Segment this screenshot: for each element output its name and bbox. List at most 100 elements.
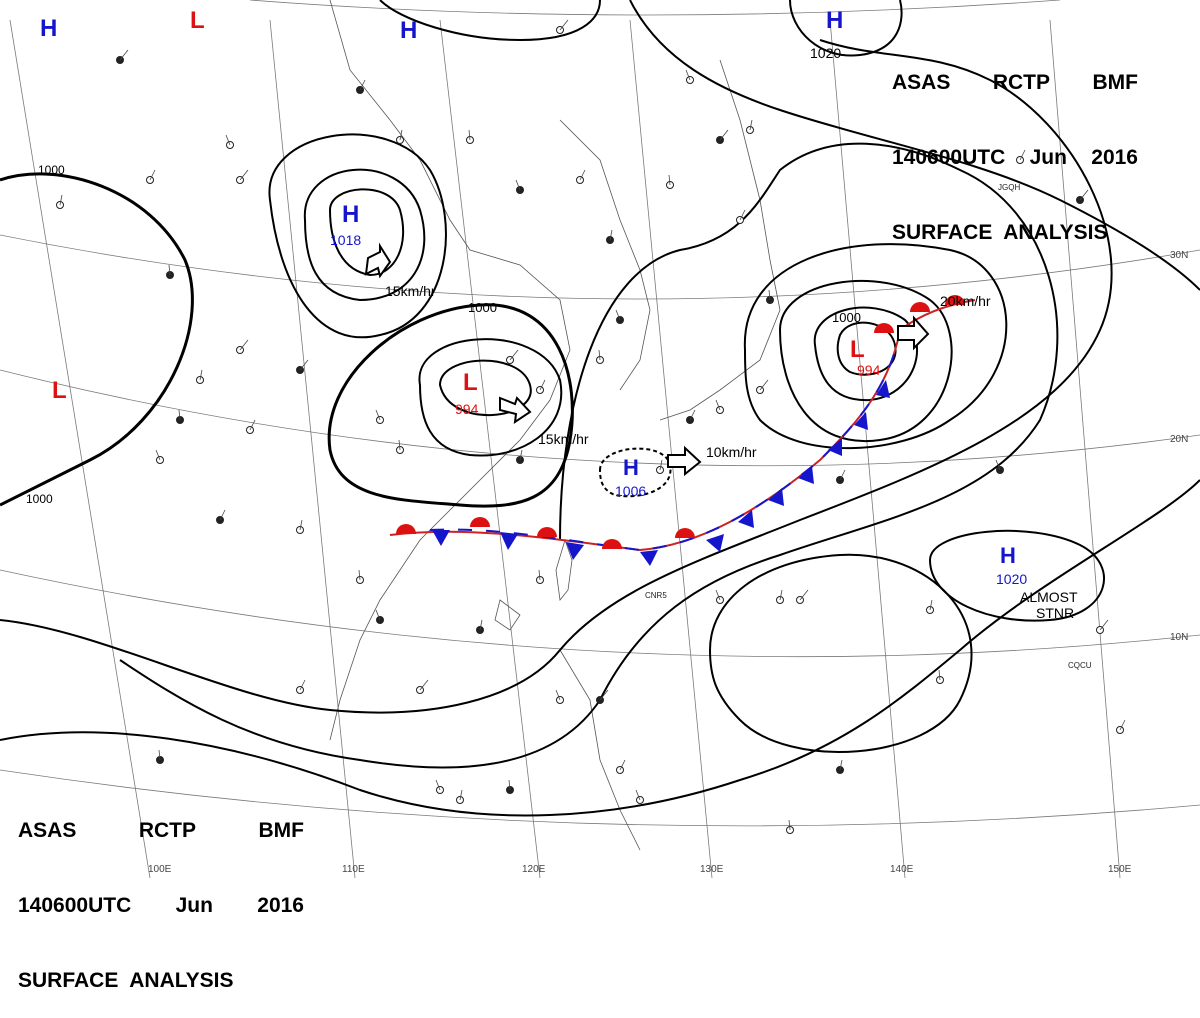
wind-barb xyxy=(768,289,771,301)
map-background xyxy=(0,0,1200,878)
wind-barb xyxy=(158,749,161,761)
isobar-label-1: 1000 xyxy=(468,300,497,315)
wind-barb xyxy=(839,469,846,481)
wind-barb xyxy=(668,174,671,186)
header-top-code: BMF xyxy=(1092,71,1139,94)
isobar-high-1018 xyxy=(328,188,405,277)
wind-barb xyxy=(1019,149,1026,161)
wind-barb xyxy=(119,49,129,61)
parallel-10n xyxy=(0,569,1200,658)
wind-barb xyxy=(359,79,366,91)
wind-barb xyxy=(199,369,203,381)
wind-barb xyxy=(459,789,463,801)
motion-label-5: STNR xyxy=(1036,605,1074,621)
wind-barb xyxy=(149,169,156,181)
wind-barb xyxy=(659,459,663,471)
wind-barb xyxy=(598,349,601,361)
pressure-centers: H L H H 1020 H 1018 L 994 H 1006 L 994 L… xyxy=(40,7,1027,587)
lon-label-120e: 120E xyxy=(522,864,546,875)
station-code-2: CNR5 xyxy=(645,591,667,600)
header-top-month: Jun xyxy=(1029,146,1067,169)
arrow-low-994-east xyxy=(897,315,930,351)
wind-barb xyxy=(519,449,523,461)
high-center-6-value: 1006 xyxy=(615,483,646,499)
motion-label-4: ALMOST xyxy=(1020,589,1078,605)
motion-label-2: 10km/hr xyxy=(706,444,757,460)
isobar-label-2: 1000 xyxy=(26,492,53,506)
isobar-high-1010 xyxy=(268,133,447,339)
station-plots xyxy=(56,19,1126,834)
lat-label-30n: 30N xyxy=(1170,250,1188,261)
isobar-high-1014 xyxy=(303,168,426,302)
isobar-label-3: 1000 xyxy=(832,310,861,325)
wind-barb xyxy=(515,179,521,191)
wind-barb xyxy=(715,399,721,411)
header-bottom: ASAS RCTP BMF 140600UTC Jun 2016 SURFACE… xyxy=(18,768,304,1018)
high-center-3: H xyxy=(826,7,843,34)
station-code-0: JGQH xyxy=(998,183,1020,192)
weather-map: H L H H 1020 H 1018 L 994 H 1006 L 994 L… xyxy=(0,0,1200,878)
isobar-low-998 xyxy=(418,338,563,457)
lon-label-150e: 150E xyxy=(1108,864,1132,875)
isobar-1006-high xyxy=(598,447,672,498)
header-top: ASAS RCTP BMF 140600UTC Jun 2016 SURFACE… xyxy=(892,20,1138,270)
arrow-high-1018 xyxy=(364,242,392,279)
low-center-7: L xyxy=(850,336,865,363)
wind-barb xyxy=(555,689,561,701)
wind-barb xyxy=(689,409,696,421)
motion-label-1: 15km/hr xyxy=(538,431,589,447)
isobar-1000-sea xyxy=(327,303,574,508)
meridian-120e xyxy=(439,19,541,878)
wind-barb xyxy=(995,459,1001,471)
meridian-140e xyxy=(829,19,906,878)
coastline-korea xyxy=(559,119,651,391)
lon-label-100e: 100E xyxy=(148,864,172,875)
isobar-low-994-inner xyxy=(438,359,532,416)
wind-barb xyxy=(375,609,381,621)
wind-barb xyxy=(539,379,546,391)
header-bottom-station: RCTP xyxy=(138,819,197,842)
low-center-5: L xyxy=(463,369,478,396)
wind-barb xyxy=(1099,619,1109,631)
wind-barb xyxy=(299,519,303,531)
header-top-title: SURFACE ANALYSIS xyxy=(892,221,1108,244)
cold-front-triangles xyxy=(432,380,890,566)
wind-barb xyxy=(559,19,569,31)
wind-barb xyxy=(509,349,519,361)
wind-barb xyxy=(59,194,63,206)
wind-barb xyxy=(715,589,721,601)
coastline-japan xyxy=(659,59,781,421)
wind-barb xyxy=(399,129,403,141)
meridian-110e xyxy=(269,19,356,878)
isobar-low-east-1000 xyxy=(813,306,919,402)
wind-barb xyxy=(178,409,181,421)
header-bottom-year: 2016 xyxy=(257,894,304,917)
meridian-130e xyxy=(629,19,713,878)
station-codes: JGQH CQCU CNR5 xyxy=(645,183,1092,670)
coastline-taiwan xyxy=(555,538,573,601)
wind-barb xyxy=(508,779,511,791)
wind-barb xyxy=(635,789,641,801)
wind-barb xyxy=(249,419,256,431)
isobar-label-0: 1000 xyxy=(38,163,65,177)
coastline-philippines xyxy=(559,649,641,851)
isobars xyxy=(0,0,1200,817)
high-center-2: H xyxy=(400,17,417,44)
header-top-agency: ASAS xyxy=(892,71,951,94)
wind-barb xyxy=(398,439,401,451)
coordinate-labels: 30N 20N 10N 100E 110E 120E 130E 140E 150… xyxy=(148,250,1188,875)
wind-barb xyxy=(1119,719,1126,731)
parallel-40n xyxy=(249,0,1061,16)
wind-barb xyxy=(938,669,941,681)
wind-barb xyxy=(239,339,249,351)
map-labels: 1000 1000 1000 1000 15km/hr 15km/hr 10km… xyxy=(26,163,1078,621)
isobar-low-east-1004 xyxy=(778,280,953,443)
warm-front-semicircles xyxy=(396,295,965,549)
motion-label-3: 20km/hr xyxy=(940,293,991,309)
wind-barb xyxy=(739,209,746,221)
wind-barb xyxy=(375,409,381,421)
isobar-low-east-1008 xyxy=(743,243,1008,450)
wind-barb xyxy=(609,229,613,241)
high-center-4-value: 1018 xyxy=(330,232,361,248)
high-center-6: H xyxy=(623,455,639,480)
